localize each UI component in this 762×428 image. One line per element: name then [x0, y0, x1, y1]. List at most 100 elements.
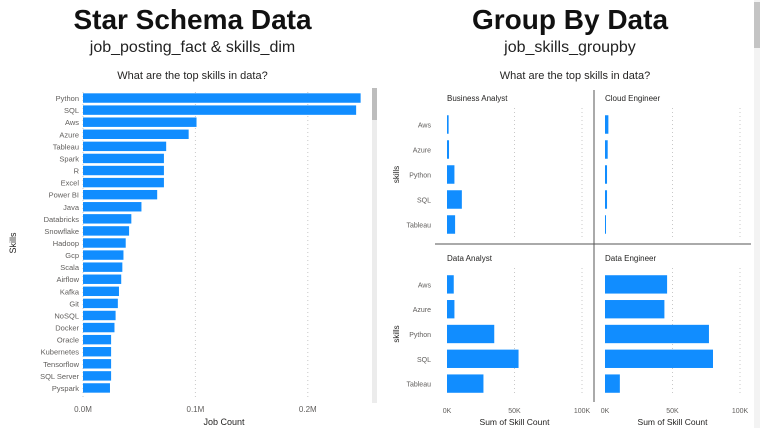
left-bar [83, 214, 132, 224]
facet-y-tick-label: SQL [417, 357, 431, 364]
facet-bar [447, 374, 484, 393]
right-x-axis-title: Sum of Skill Count [480, 417, 551, 427]
left-bar [83, 202, 142, 212]
left-y-tick-label: Aws [65, 118, 79, 127]
left-bar [83, 310, 116, 321]
facet-bar [605, 324, 709, 344]
right-x-tick-label: 100K [574, 408, 591, 415]
facet-title: Data Analyst [447, 254, 493, 263]
right-heading: Group By Data [471, 4, 669, 35]
left-bar [83, 347, 112, 357]
left-y-tick-label: Scala [60, 263, 80, 272]
left-y-tick-label: R [74, 167, 80, 176]
left-bar [83, 129, 189, 139]
facet-bar [605, 115, 609, 134]
left-bar [83, 298, 118, 309]
left-heading: Star Schema Data [73, 4, 312, 35]
left-y-tick-label: Pyspark [52, 384, 79, 393]
left-bar [83, 105, 357, 115]
left-bar [83, 371, 112, 381]
left-y-tick-label: Tableau [53, 142, 79, 151]
left-subheading: job_posting_fact & skills_dim [89, 39, 296, 56]
left-y-tick-label: Kubernetes [41, 348, 80, 357]
left-bar [83, 334, 112, 345]
left-y-tick-label: Python [56, 94, 79, 103]
left-chart-scrollbar[interactable] [372, 88, 377, 403]
left-bar [83, 359, 112, 369]
right-x-axis-title: Sum of Skill Count [638, 417, 709, 427]
left-bar-chart[interactable]: 0.0M 0.1M 0.2M Python SQL Aws Azure Tableau Spar… [0, 84, 385, 428]
facet-bar [447, 190, 462, 209]
facet-bar [605, 165, 608, 184]
facet-bar [447, 115, 449, 134]
left-bar [83, 189, 158, 200]
left-bar [83, 117, 197, 127]
left-y-tick-label: Azure [59, 130, 79, 139]
right-faceted-bar-chart[interactable]: Business Analyst Aws Azure Python SQL Tableau… [385, 84, 762, 428]
left-y-tick-label: Excel [61, 179, 80, 188]
page-scroll-thumb[interactable] [754, 2, 760, 48]
left-bar [83, 93, 361, 103]
facet-y-tick-label: Tableau [406, 223, 431, 230]
page-scrollbar[interactable] [754, 0, 760, 428]
left-bar [83, 165, 164, 176]
left-y-tick-label: Hadoop [53, 239, 79, 248]
left-y-axis-title: Skills [8, 232, 18, 254]
right-x-tick-label: 50K [508, 408, 521, 415]
left-bar [83, 383, 110, 393]
left-y-tick-label: NoSQL [54, 311, 79, 320]
facet-y-tick-label: Python [409, 173, 431, 180]
left-x-axis-title: Job Count [203, 417, 245, 427]
facet-y-tick-label: Python [409, 332, 431, 339]
left-y-tick-label: Java [63, 203, 80, 212]
left-y-tick-label: SQL [64, 106, 79, 115]
facet-bar [605, 190, 608, 209]
left-y-tick-label: Tensorflow [43, 360, 79, 369]
left-x-tick-label: 0.1M [187, 405, 205, 414]
left-bar [83, 250, 124, 260]
right-x-tick-label: 0K [601, 408, 610, 415]
facet-title: Data Engineer [605, 254, 656, 263]
facet-title: Cloud Engineer [605, 94, 660, 103]
left-bar [83, 141, 167, 152]
left-y-tick-label: SQL Server [40, 372, 79, 381]
facet-bar [605, 215, 606, 234]
right-y-axis-title: skills [392, 325, 401, 342]
left-bar [83, 262, 123, 272]
facet-bar [605, 374, 620, 393]
facet-bar [447, 275, 454, 294]
facet-y-tick-label: Tableau [406, 382, 431, 389]
left-chart-scroll-thumb[interactable] [372, 88, 377, 120]
left-y-tick-label: Oracle [57, 336, 79, 345]
left-y-tick-label: Airflow [56, 275, 79, 284]
facet-bar [447, 140, 450, 159]
facet-y-tick-label: Azure [413, 148, 431, 155]
facet-bar [447, 300, 455, 319]
left-bar [83, 153, 164, 164]
right-x-tick-label: 50K [666, 408, 679, 415]
left-bar [83, 322, 115, 333]
right-x-tick-label: 100K [732, 408, 749, 415]
right-chart-title: What are the top skills in data? [499, 70, 651, 82]
left-chart-title: What are the top skills in data? [117, 70, 268, 82]
facet-bar [605, 275, 668, 294]
facet-y-tick-label: Aws [418, 282, 432, 289]
facet-bar [447, 349, 519, 368]
left-y-tick-label: Docker [55, 324, 79, 333]
right-subheading: job_skills_groupby [504, 39, 636, 56]
left-x-tick-label: 0.0M [74, 405, 92, 414]
left-y-tick-label: Databricks [44, 215, 80, 224]
right-y-axis-title: skills [392, 166, 401, 183]
facet-y-tick-label: SQL [417, 198, 431, 205]
left-y-tick-label: Kafka [60, 287, 80, 296]
left-y-tick-label: Spark [59, 154, 79, 163]
left-y-tick-label: Snowflake [44, 227, 79, 236]
right-x-tick-label: 0K [443, 408, 452, 415]
facet-bar [447, 324, 495, 344]
left-y-tick-label: Git [69, 299, 80, 308]
left-y-tick-label: Power BI [49, 191, 79, 200]
facet-y-tick-label: Azure [413, 307, 431, 314]
left-x-tick-label: 0.2M [299, 405, 317, 414]
facet-y-tick-label: Aws [418, 123, 432, 130]
left-bar [83, 274, 122, 284]
